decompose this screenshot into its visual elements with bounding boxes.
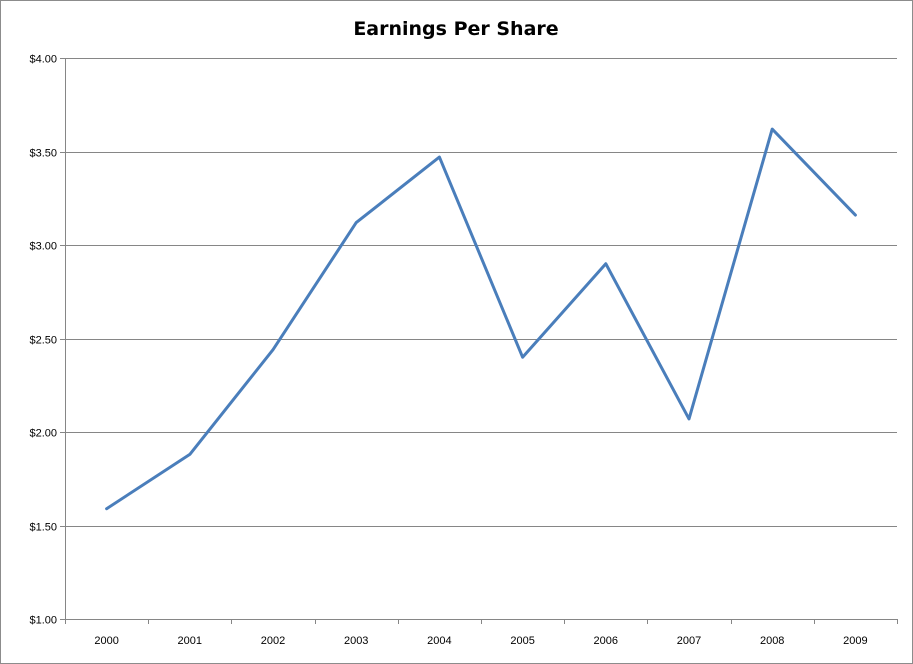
x-tick-label: 2002 [261, 635, 285, 647]
x-tick-label: 2003 [344, 635, 368, 647]
series-line [105, 127, 857, 511]
x-tick-label: 2006 [594, 635, 618, 647]
data-point [688, 417, 691, 420]
y-tick-label: $2.00 [29, 428, 57, 440]
y-axis-tick-labels: $1.00 $1.50 $2.00 $2.50 $3.00 $3.50 $4.00 [29, 54, 57, 627]
x-tick-label: 2004 [427, 635, 451, 647]
x-tick-label: 2009 [843, 635, 867, 647]
x-tick-label: 2008 [760, 635, 784, 647]
y-tick-label: $1.00 [29, 615, 57, 627]
x-tick-label: 2001 [178, 635, 202, 647]
axes [60, 58, 898, 624]
x-tick-label: 2007 [677, 635, 701, 647]
y-tick-label: $4.00 [29, 54, 57, 66]
data-point [355, 221, 358, 224]
series-layer [105, 127, 857, 511]
chart-title: Earnings Per Share [353, 18, 558, 40]
y-tick-label: $2.50 [29, 335, 57, 347]
data-point [521, 356, 524, 359]
data-point [771, 128, 774, 131]
y-tick-label: $3.00 [29, 241, 57, 253]
x-tick-label: 2005 [510, 635, 534, 647]
y-tick-label: $3.50 [29, 148, 57, 160]
data-point [272, 348, 275, 351]
data-point [604, 262, 607, 265]
x-axis-tick-labels: 2000 2001 2002 2003 2004 2005 2006 2007 2008 2009 [94, 635, 867, 647]
data-point [438, 156, 441, 159]
data-point [854, 214, 857, 217]
y-tick-label: $1.50 [29, 522, 57, 534]
data-point [188, 453, 191, 456]
data-point [105, 507, 108, 510]
x-tick-label: 2000 [94, 635, 118, 647]
gridlines [65, 58, 897, 527]
